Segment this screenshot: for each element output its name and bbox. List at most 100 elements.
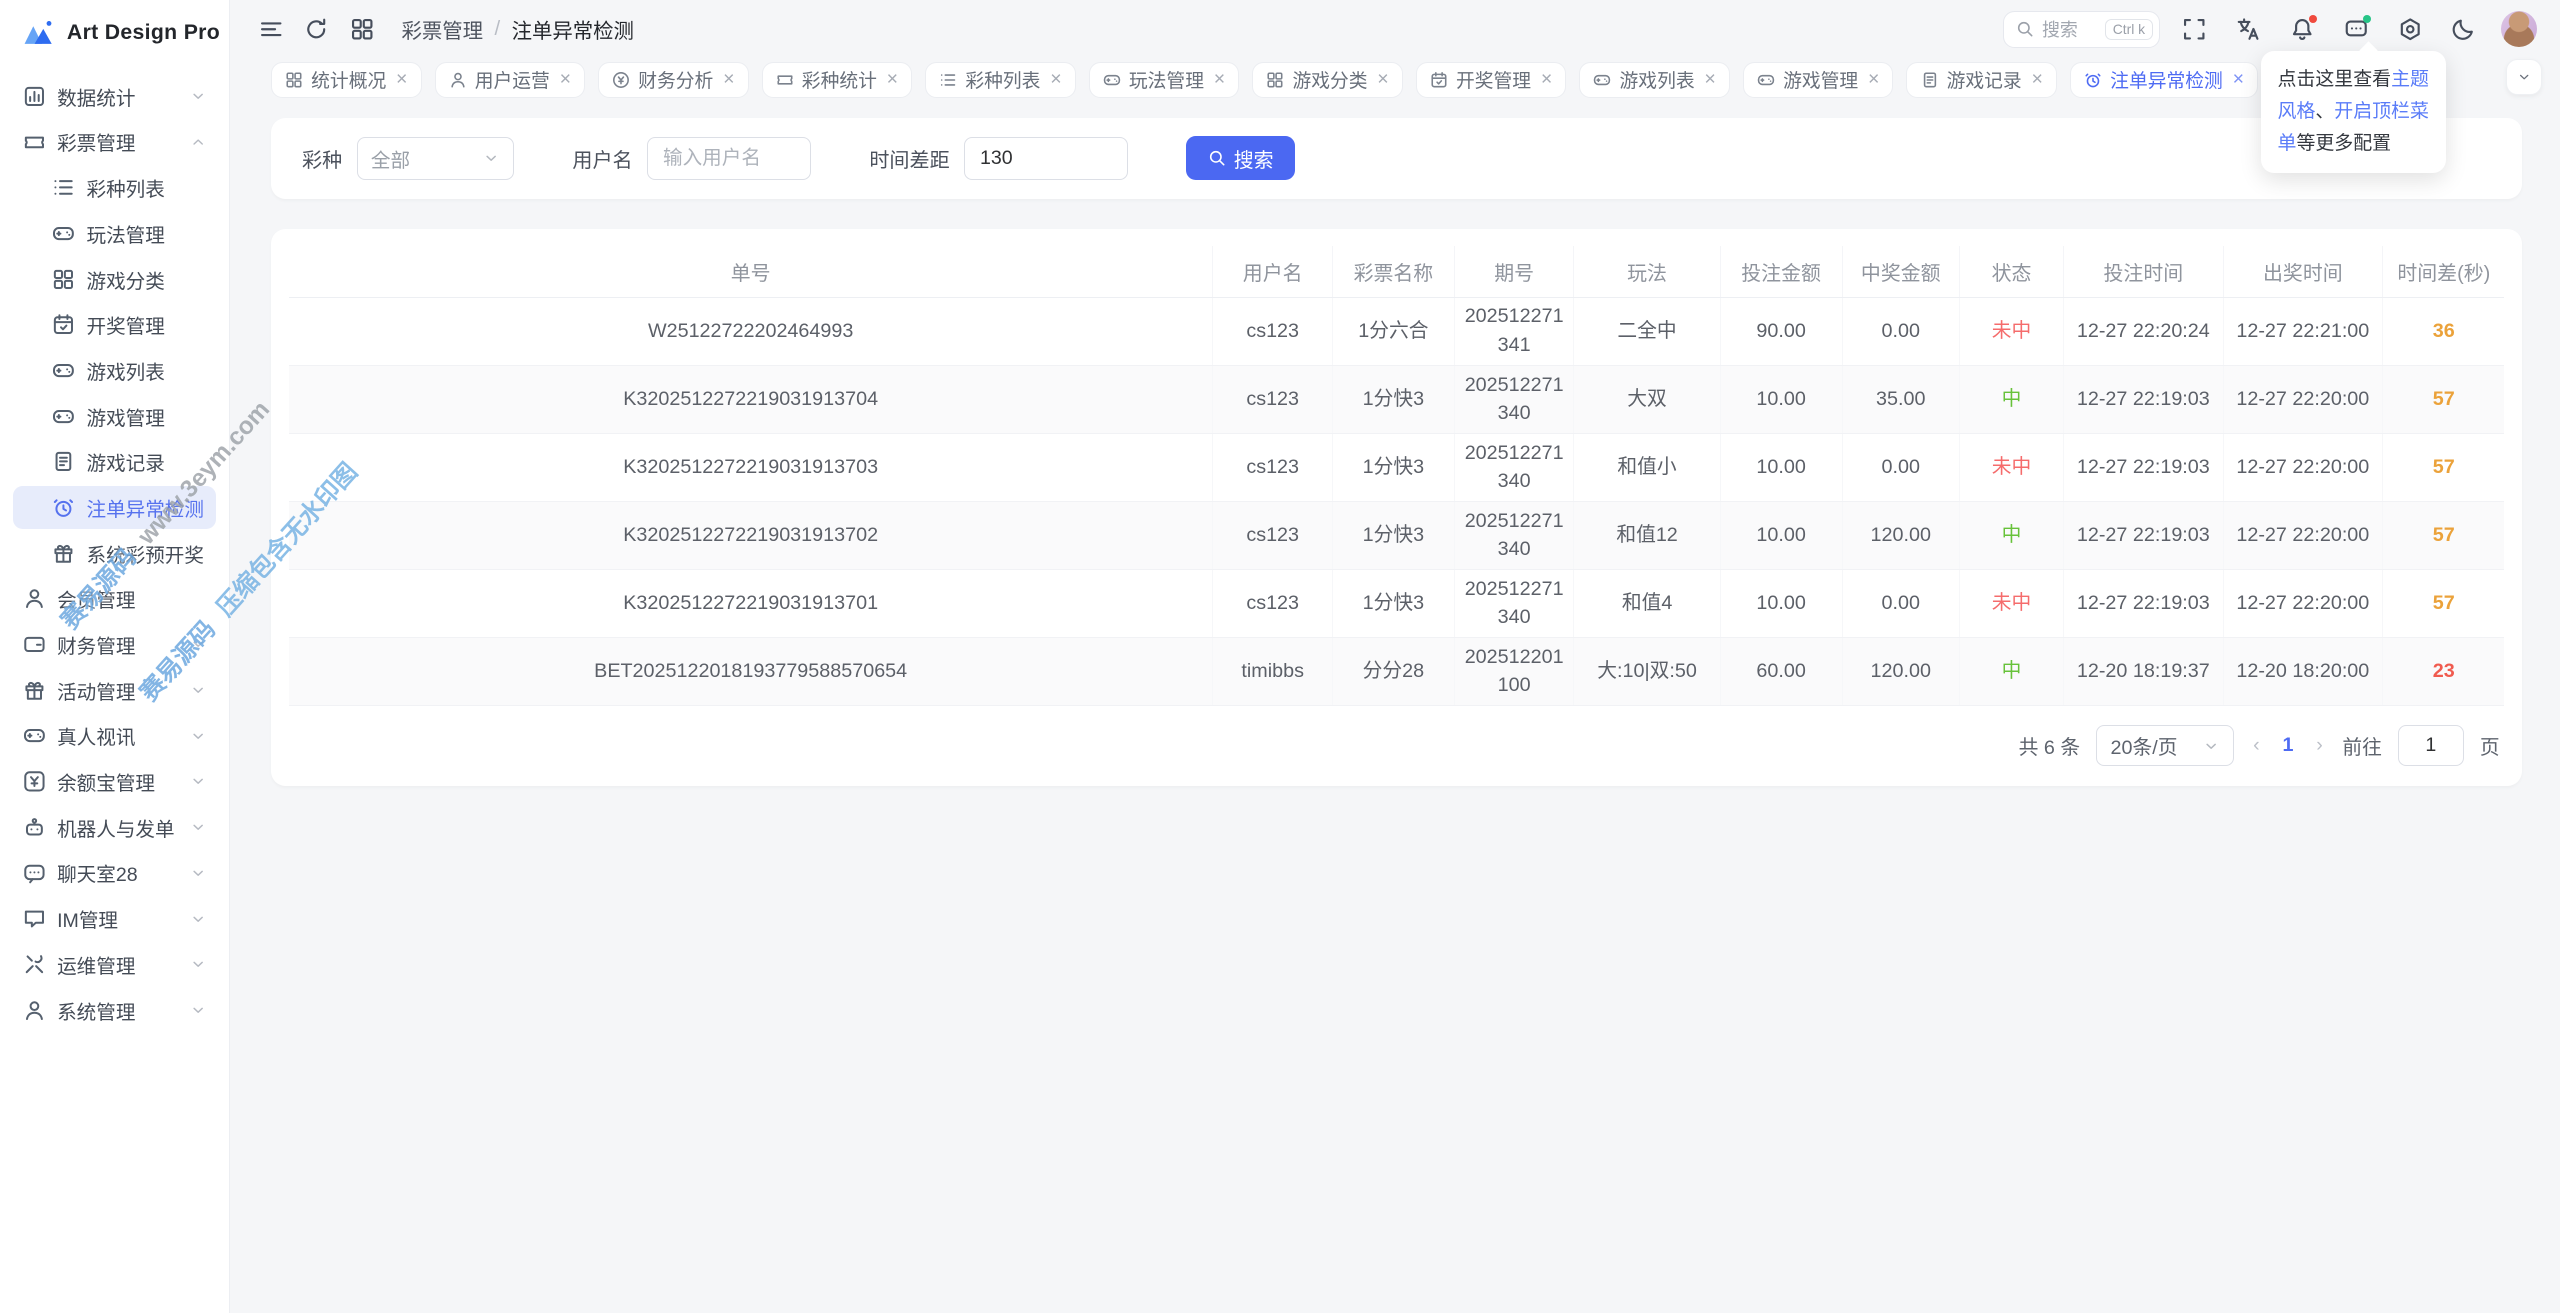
sidebar-item-游戏分类[interactable]: 游戏分类 (13, 258, 216, 300)
tab-游戏分类[interactable]: 游戏分类 × (1252, 62, 1403, 98)
sidebar-item-注单异常检测[interactable]: 注单异常检测 (13, 486, 217, 529)
sidebar-item-会员管理[interactable]: 会员管理 (13, 578, 216, 620)
sidebar-item-玩法管理[interactable]: 玩法管理 (13, 212, 216, 254)
next-page-button[interactable]: › (2313, 734, 2326, 757)
collapse-sidebar-button[interactable] (251, 10, 290, 49)
sidebar-item-真人视讯[interactable]: 真人视讯 (13, 715, 216, 757)
tab-用户运营[interactable]: 用户运营 × (434, 62, 586, 98)
table-row: BET2025122018193779588570654 timibbs 分分28 2… (288, 637, 2505, 706)
list-icon (939, 71, 957, 89)
sidebar-item-彩种列表[interactable]: 彩种列表 (13, 166, 216, 208)
sidebar-item-label: 系统管理 (57, 1001, 136, 1024)
tab-游戏列表[interactable]: 游戏列表 × (1579, 62, 1730, 98)
quick-menu-button[interactable] (343, 10, 382, 49)
gamepad-icon (1757, 71, 1775, 89)
fullscreen-button[interactable] (2175, 10, 2214, 49)
lottery-select[interactable]: 全部 (356, 137, 514, 180)
close-tab-icon[interactable]: × (1540, 68, 1553, 91)
status-badge: 未中 (1991, 319, 2032, 342)
tab-财务分析[interactable]: 财务分析 × (598, 62, 749, 98)
time-gap-input[interactable] (964, 137, 1128, 180)
close-tab-icon[interactable]: × (1050, 68, 1062, 91)
close-tab-icon[interactable]: × (2031, 68, 2043, 91)
column-header-期号: 期号 (1454, 246, 1575, 298)
search-button[interactable]: 搜索 (1186, 136, 1295, 181)
close-tab-icon[interactable]: × (1377, 68, 1389, 91)
collapse-tabs-button[interactable] (2506, 58, 2543, 95)
cell-play: 大:10|双:50 (1573, 637, 1721, 706)
sidebar-item-开奖管理[interactable]: 开奖管理 (13, 304, 216, 346)
logo-mountain-icon (21, 16, 55, 50)
close-tab-icon[interactable]: × (723, 68, 735, 91)
sidebar-item-游戏列表[interactable]: 游戏列表 (13, 349, 216, 391)
page-size-select[interactable]: 20条/页 (2096, 725, 2234, 767)
chevron-down-icon (2203, 738, 2219, 754)
status-badge: 中 (2001, 387, 2022, 410)
orders-table: 单号 用户名 彩票名称 期号 玩法 投注金额 中奖金额 状态 投注时间 出奖时间 时间差(秒) W2… (288, 246, 2505, 706)
sidebar-item-余额宝管理[interactable]: 余额宝管理 (13, 760, 216, 802)
sidebar-item-运维管理[interactable]: 运维管理 (13, 943, 216, 985)
close-tab-icon[interactable]: × (2232, 68, 2244, 91)
sidebar-item-机器人与发单[interactable]: 机器人与发单 (13, 806, 216, 848)
cell-period: 202512271341 (1454, 297, 1575, 366)
app-title: Art Design Pro (66, 20, 221, 44)
close-tab-icon[interactable]: × (1867, 68, 1880, 91)
user-avatar[interactable] (2501, 11, 2538, 48)
dark-mode-button[interactable] (2444, 10, 2483, 49)
cell-period: 202512271340 (1454, 569, 1575, 638)
tab-彩种统计[interactable]: 彩种统计 × (761, 62, 913, 98)
username-input[interactable] (647, 137, 811, 180)
grid-icon (1266, 71, 1284, 89)
cell-diff: 36 (2382, 297, 2505, 366)
tab-游戏记录[interactable]: 游戏记录 × (1906, 62, 2057, 98)
close-tab-icon[interactable]: × (1704, 68, 1716, 91)
sidebar-item-系统管理[interactable]: 系统管理 (13, 989, 216, 1031)
filter-card: 彩种 全部 用户名 时间差距 搜索 (271, 117, 2523, 200)
tab-彩种列表[interactable]: 彩种列表 × (925, 62, 1076, 98)
navbar-right: 搜索 Ctrl k (2003, 10, 2538, 49)
card-icon (23, 633, 46, 656)
sidebar-item-系统彩预开奖[interactable]: 系统彩预开奖 (13, 532, 216, 574)
search-shortcut-badge: Ctrl k (2105, 18, 2153, 40)
theme-style-link[interactable]: 主题风格 (2277, 68, 2429, 122)
prev-page-button[interactable]: ‹ (2250, 734, 2263, 757)
tab-注单异常检测[interactable]: 注单异常检测 × (2070, 62, 2259, 98)
chevron-up-icon (190, 134, 206, 150)
cell-draw_time: 12-27 22:21:00 (2223, 297, 2384, 366)
tab-label: 开奖管理 (1455, 70, 1532, 92)
app-logo[interactable]: Art Design Pro (0, 0, 229, 65)
close-tab-icon[interactable]: × (559, 68, 571, 91)
sidebar-item-数据统计[interactable]: 数据统计 (13, 75, 216, 117)
notifications-button[interactable] (2283, 10, 2322, 49)
sidebar-item-游戏记录[interactable]: 游戏记录 (13, 441, 216, 483)
breadcrumb-parent[interactable]: 彩票管理 (401, 21, 484, 44)
cell-user: timibbs (1212, 637, 1333, 706)
close-tab-icon[interactable]: × (886, 68, 899, 91)
sidebar-item-游戏管理[interactable]: 游戏管理 (13, 395, 216, 437)
main-area: 彩票管理 / 注单异常检测 搜索 Ctrl k (232, 0, 2560, 1313)
close-tab-icon[interactable]: × (1213, 68, 1226, 91)
current-page[interactable]: 1 (2282, 734, 2294, 757)
table-row: K3202512272219031913704 cs123 1分快3 20251227… (288, 365, 2505, 434)
sidebar-item-财务管理[interactable]: 财务管理 (13, 623, 216, 665)
ticket-icon (776, 71, 794, 89)
sidebar-item-彩票管理[interactable]: 彩票管理 (13, 121, 216, 163)
close-tab-icon[interactable]: × (396, 68, 408, 91)
tab-玩法管理[interactable]: 玩法管理 × (1088, 62, 1240, 98)
settings-button[interactable] (2390, 10, 2429, 49)
tab-开奖管理[interactable]: 开奖管理 × (1415, 62, 1567, 98)
topbar-menu-link[interactable]: 开启顶栏菜单 (2277, 100, 2429, 155)
open-tabs: 统计概况 × 用户运营 × 财务分析 × 彩种统计 × 彩种列表 × 玩法管理 × 游戏分类 × 开奖管理 ×… (271, 62, 2495, 98)
language-button[interactable] (2229, 10, 2268, 49)
goto-page-input[interactable] (2398, 725, 2464, 767)
sidebar-item-聊天室28[interactable]: 聊天室28 (13, 852, 216, 894)
messages-button[interactable] (2336, 10, 2375, 49)
global-search-input[interactable]: 搜索 Ctrl k (2003, 10, 2161, 49)
cell-draw_time: 12-27 22:20:00 (2223, 569, 2384, 638)
tab-游戏管理[interactable]: 游戏管理 × (1742, 62, 1894, 98)
sidebar-item-IM管理[interactable]: IM管理 (13, 897, 216, 939)
sidebar-item-活动管理[interactable]: 活动管理 (13, 669, 216, 711)
refresh-button[interactable] (297, 10, 336, 49)
tab-统计概况[interactable]: 统计概况 × (271, 62, 422, 98)
ticket-icon (23, 131, 46, 154)
